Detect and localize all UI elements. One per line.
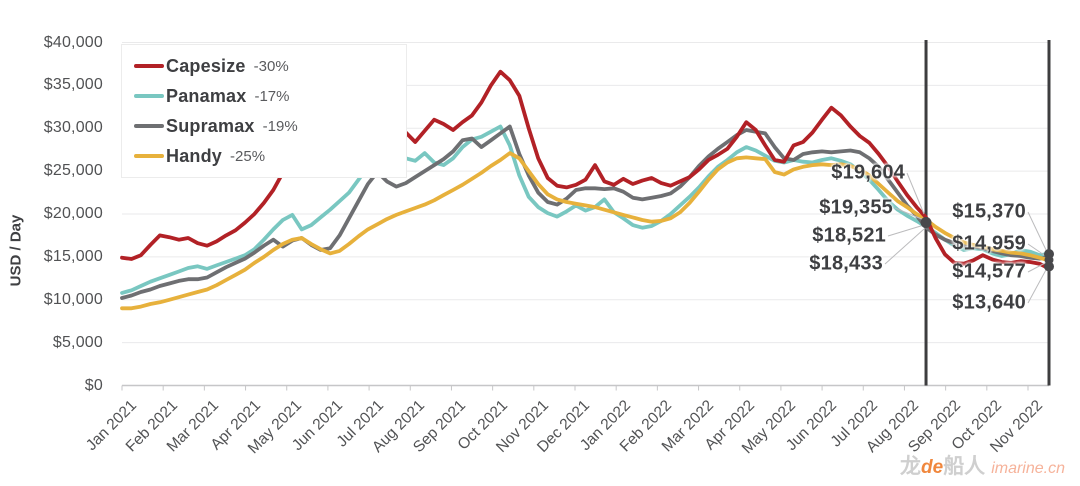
y-tick-label: $20,000 xyxy=(43,205,103,222)
legend-item-handy: Handy -25% xyxy=(134,141,406,171)
legend-label: Handy xyxy=(166,145,223,166)
data-label-capesize-vline1: $19,604 xyxy=(831,161,905,184)
data-label-handy-vline1: $19,355 xyxy=(819,196,893,219)
callout-leader-line xyxy=(1027,211,1048,253)
watermark-site-url: imarine.cn xyxy=(991,460,1065,477)
marker-dot xyxy=(920,217,932,228)
data-label-supramax-end: $14,959 xyxy=(952,232,1026,255)
series-line-capesize xyxy=(120,69,1051,271)
data-label-handy-end: $14,577 xyxy=(952,260,1026,283)
y-tick-label: $25,000 xyxy=(43,162,103,180)
y-tick-label: $15,000 xyxy=(43,247,103,265)
callout-leader-line xyxy=(894,207,925,221)
callout-leader-line xyxy=(906,172,925,215)
data-label-panamax-end: $15,370 xyxy=(952,200,1026,223)
watermark-de-text: de xyxy=(921,457,944,478)
legend-swatch-supramax xyxy=(134,124,164,128)
series-line-handy xyxy=(120,151,1051,311)
legend-swatch-capesize xyxy=(134,64,164,68)
callout-leader-line xyxy=(1027,267,1048,304)
y-tick-label: $0 xyxy=(84,376,103,394)
callout-leader-line xyxy=(1027,243,1048,258)
series-line-panamax xyxy=(120,124,1051,295)
y-tick-label: $30,000 xyxy=(43,119,103,137)
series-line-supramax xyxy=(120,124,1051,300)
y-tick-label: $5,000 xyxy=(52,333,103,351)
legend-item-panamax: Panamax -17% xyxy=(134,81,406,111)
legend-change-pct: -17% xyxy=(254,87,290,105)
legend-change-pct: -25% xyxy=(230,147,266,165)
legend-swatch-handy xyxy=(134,154,164,158)
watermark: 龙 de 船人 imarine.cn xyxy=(900,450,1065,480)
legend-item-supramax: Supramax -19% xyxy=(134,111,406,141)
data-label-panamax-vline1: $18,521 xyxy=(812,224,886,247)
callout-leader-line xyxy=(1027,261,1048,273)
legend-change-pct: -30% xyxy=(253,57,289,75)
watermark-logo-text2: 船人 xyxy=(943,455,986,478)
data-label-capesize-end: $13,640 xyxy=(952,291,1026,314)
y-tick-label: $10,000 xyxy=(43,290,103,308)
callout-leader-line xyxy=(887,224,925,237)
y-tick-label: $35,000 xyxy=(43,76,103,94)
legend-label: Capesize xyxy=(166,55,246,76)
legend-item-capesize: Capesize -30% xyxy=(134,51,406,81)
legend-label: Panamax xyxy=(166,85,247,106)
data-label-supramax-vline1: $18,433 xyxy=(809,252,883,275)
legend-change-pct: -19% xyxy=(262,117,298,135)
chart-legend: Capesize -30% Panamax -17% Supramax -19% Handy… xyxy=(121,44,407,178)
legend-label: Supramax xyxy=(166,115,255,136)
y-tick-label: $40,000 xyxy=(43,33,103,51)
callout-leader-line xyxy=(884,228,925,265)
watermark-logo-text: 龙 xyxy=(900,455,921,478)
legend-swatch-panamax xyxy=(134,94,164,98)
marker-dot xyxy=(1044,261,1054,272)
